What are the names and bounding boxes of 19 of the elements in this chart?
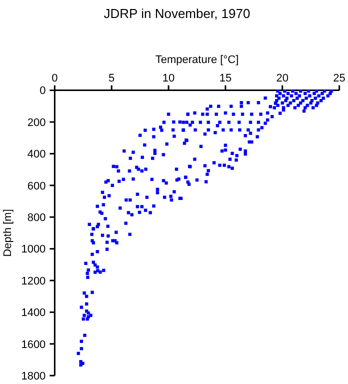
y-tick-label: 0 bbox=[40, 85, 46, 98]
y-tick-label: 1400 bbox=[21, 307, 46, 320]
x-tick-label: 20 bbox=[276, 72, 289, 84]
x-tick-label: 15 bbox=[219, 72, 232, 84]
x-tick-label: 25 bbox=[333, 72, 346, 84]
y-tick-label: 1600 bbox=[21, 338, 46, 351]
x-tick-label: 10 bbox=[162, 72, 175, 84]
x-axis-title: Temperature [°C] bbox=[155, 54, 239, 66]
y-axis-title: Depth [m] bbox=[2, 209, 14, 257]
y-tick-label: 1000 bbox=[21, 244, 46, 256]
y-tick-label: 800 bbox=[27, 212, 46, 224]
y-tick-label: 600 bbox=[27, 180, 46, 192]
chart-title: JDRP in November, 1970 bbox=[104, 6, 250, 21]
y-tick-label: 400 bbox=[27, 148, 46, 161]
x-tick-label: 5 bbox=[108, 72, 115, 84]
y-tick-label: 1200 bbox=[21, 275, 46, 288]
y-tick-label: 200 bbox=[27, 116, 46, 129]
x-tick-label: 0 bbox=[52, 72, 58, 84]
y-tick-label: 1800 bbox=[21, 370, 46, 382]
